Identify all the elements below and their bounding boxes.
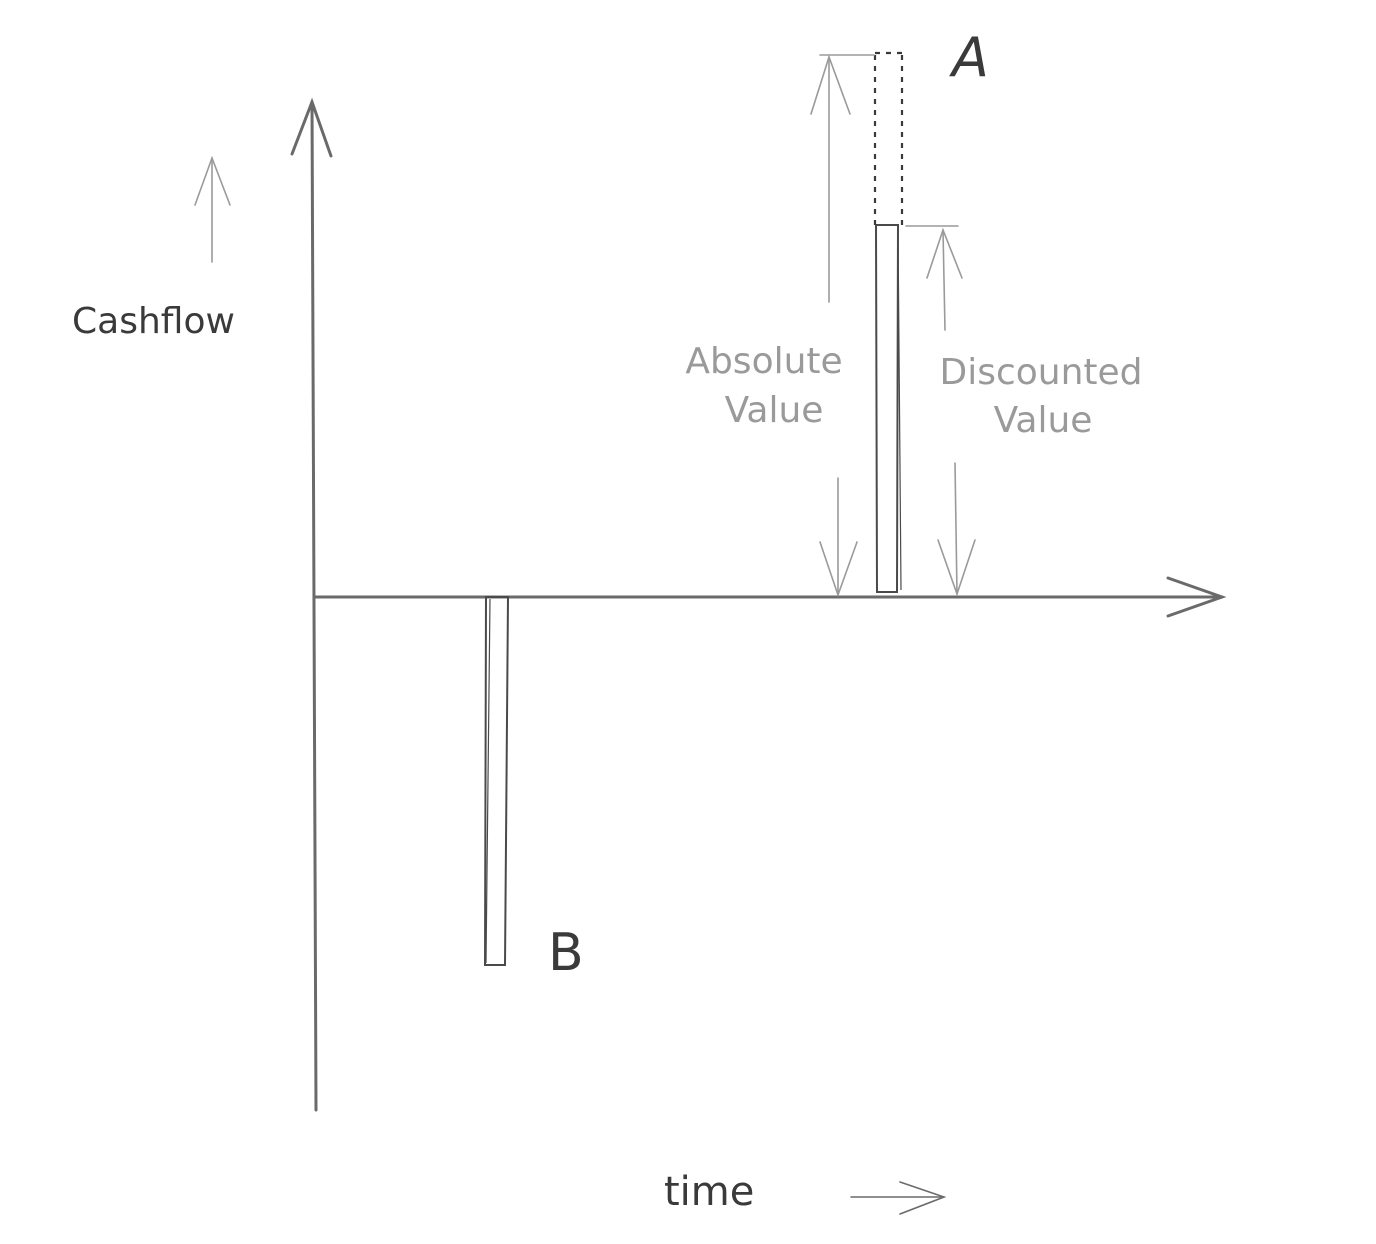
- bar-a: [874, 224, 902, 593]
- absolute-value-dimension: [810, 54, 875, 598]
- y-axis: [290, 97, 333, 1112]
- x-axis: [314, 576, 1227, 618]
- x-axis-arrowhead: [1166, 576, 1227, 618]
- y-axis-label: Cashflow: [72, 301, 235, 342]
- absolute-value-label-line2: Value: [725, 390, 824, 431]
- time-arrow-icon: [850, 1181, 947, 1215]
- cashflow-arrow-icon: [194, 155, 231, 263]
- x-axis-label: time: [664, 1169, 754, 1215]
- bar-a-absolute-outline: [873, 51, 904, 225]
- bar-b-label: B: [548, 923, 584, 983]
- discounted-value-label-line1: Discounted: [939, 352, 1142, 393]
- discounted-value-dimension: [905, 225, 976, 597]
- discounted-down-arrow-icon: [954, 462, 958, 595]
- discounted-up-arrow-icon: [942, 229, 946, 331]
- absolute-value-label-line1: Absolute: [685, 341, 842, 382]
- y-axis-line: [310, 100, 318, 1112]
- y-axis-arrowhead: [290, 97, 333, 158]
- discounted-value-label-line2: Value: [994, 400, 1093, 441]
- bar-b: [483, 596, 510, 966]
- bar-a-label: A: [949, 26, 989, 89]
